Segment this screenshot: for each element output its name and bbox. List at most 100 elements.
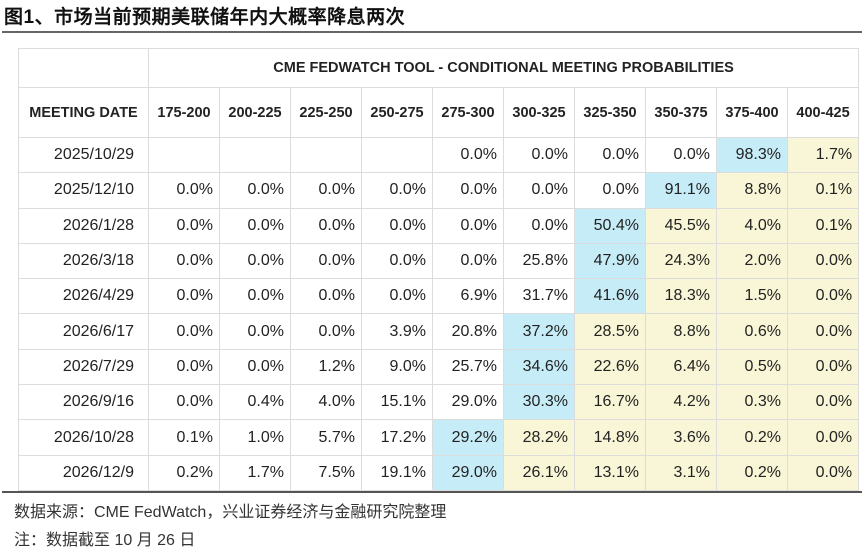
probability-cell: 0.0% bbox=[290, 172, 362, 209]
probability-cell: 0.0% bbox=[361, 278, 433, 315]
meeting-date-cell: 2026/1/28 bbox=[18, 207, 149, 244]
probability-cell: 41.6% bbox=[574, 278, 646, 315]
meeting-date-cell: 2025/12/10 bbox=[18, 172, 149, 209]
probability-cell: 0.2% bbox=[716, 419, 788, 456]
probability-cell: 0.0% bbox=[432, 242, 504, 280]
probability-cell: 0.0% bbox=[219, 278, 291, 315]
probability-cell: 0.0% bbox=[786, 419, 860, 456]
probability-cell: 91.1% bbox=[645, 172, 717, 209]
probability-cell: 0.0% bbox=[148, 313, 220, 350]
rate-column-header: 350-375 bbox=[645, 87, 717, 138]
rate-column-header: 325-350 bbox=[574, 87, 646, 138]
probability-cell: 0.0% bbox=[786, 313, 860, 350]
probability-cell: 18.3% bbox=[645, 278, 717, 315]
top-divider bbox=[2, 31, 862, 33]
meeting-date-cell: 2026/3/18 bbox=[18, 242, 149, 280]
probability-cell: 4.2% bbox=[645, 384, 717, 421]
probability-cell: 4.0% bbox=[290, 384, 362, 421]
probability-cell: 34.6% bbox=[503, 348, 575, 386]
corner-cell bbox=[18, 48, 149, 88]
probability-cell: 8.8% bbox=[645, 313, 717, 350]
probability-cell: 0.0% bbox=[219, 348, 291, 386]
probability-cell: 0.0% bbox=[361, 242, 433, 280]
probability-cell: 20.8% bbox=[432, 313, 504, 350]
probability-cell: 8.8% bbox=[716, 172, 788, 209]
probability-cell: 0.0% bbox=[148, 207, 220, 244]
probability-cell: 0.0% bbox=[786, 384, 860, 421]
table-row: 2026/3/18 0.0% 0.0% 0.0% 0.0% 0.0% 25.8% 47.9% 2… bbox=[18, 242, 860, 280]
probability-cell: 6.9% bbox=[432, 278, 504, 315]
probability-cell: 1.7% bbox=[786, 136, 860, 174]
table-row: 2026/7/29 0.0% 0.0% 1.2% 9.0% 25.7% 34.6% 22.6%… bbox=[18, 348, 860, 386]
meeting-date-cell: 2026/12/9 bbox=[18, 454, 149, 491]
probability-cell: 0.0% bbox=[432, 136, 504, 174]
probability-cell: 0.0% bbox=[290, 313, 362, 350]
probability-cell: 26.1% bbox=[503, 454, 575, 491]
probability-cell: 0.4% bbox=[219, 384, 291, 421]
probabilities-table: CME FEDWATCH TOOL - CONDITIONAL MEETING … bbox=[18, 48, 860, 491]
table-row: 2026/4/29 0.0% 0.0% 0.0% 0.0% 6.9% 31.7% 41.6% 1… bbox=[18, 278, 860, 315]
probability-cell: 0.1% bbox=[786, 207, 860, 244]
probability-cell: 0.0% bbox=[148, 242, 220, 280]
probability-cell: 0.2% bbox=[148, 454, 220, 491]
probability-cell: 0.5% bbox=[716, 348, 788, 386]
rate-column-header: 175-200 bbox=[148, 87, 220, 138]
probability-cell: 0.6% bbox=[716, 313, 788, 350]
probability-cell: 0.0% bbox=[432, 172, 504, 209]
table-caption: CME FEDWATCH TOOL - CONDITIONAL MEETING … bbox=[147, 48, 860, 88]
probability-cell: 0.0% bbox=[290, 278, 362, 315]
probability-cell: 50.4% bbox=[574, 207, 646, 244]
probability-cell: 0.0% bbox=[574, 136, 646, 174]
probability-cell: 3.9% bbox=[361, 313, 433, 350]
rate-column-header: 300-325 bbox=[503, 87, 575, 138]
probability-cell: 0.0% bbox=[361, 207, 433, 244]
rate-column-header: 225-250 bbox=[290, 87, 362, 138]
table-row: 2026/9/16 0.0% 0.4% 4.0% 15.1% 29.0% 30.3% 16.7… bbox=[18, 384, 860, 421]
probability-cell: 0.0% bbox=[503, 207, 575, 244]
probability-cell: 15.1% bbox=[361, 384, 433, 421]
table-row: 2026/6/17 0.0% 0.0% 0.0% 3.9% 20.8% 37.2% 28.5%… bbox=[18, 313, 860, 350]
meeting-date-cell: 2026/9/16 bbox=[18, 384, 149, 421]
probability-cell: 28.2% bbox=[503, 419, 575, 456]
probability-cell: 0.1% bbox=[786, 172, 860, 209]
probability-cell bbox=[361, 136, 433, 174]
probability-cell: 29.0% bbox=[432, 454, 504, 491]
probability-cell: 17.2% bbox=[361, 419, 433, 456]
probability-cell: 0.0% bbox=[219, 242, 291, 280]
probability-cell: 3.1% bbox=[645, 454, 717, 491]
table-row: 2025/12/10 0.0% 0.0% 0.0% 0.0% 0.0% 0.0% 0.0% 91… bbox=[18, 172, 860, 209]
probability-cell: 16.7% bbox=[574, 384, 646, 421]
probability-cell: 30.3% bbox=[503, 384, 575, 421]
probability-cell: 2.0% bbox=[716, 242, 788, 280]
probability-cell: 37.2% bbox=[503, 313, 575, 350]
source-note: 数据来源：CME FedWatch，兴业证券经济与金融研究院整理 bbox=[14, 504, 447, 521]
probability-cell: 29.2% bbox=[432, 419, 504, 456]
meeting-date-cell: 2026/7/29 bbox=[18, 348, 149, 386]
meeting-date-cell: 2026/6/17 bbox=[18, 313, 149, 350]
probability-cell: 25.8% bbox=[503, 242, 575, 280]
probability-cell: 13.1% bbox=[574, 454, 646, 491]
probability-cell: 0.0% bbox=[432, 207, 504, 244]
table-row: 2026/1/28 0.0% 0.0% 0.0% 0.0% 0.0% 0.0% 50.4% 45… bbox=[18, 207, 860, 244]
probability-cell: 19.1% bbox=[361, 454, 433, 491]
probability-cell: 0.2% bbox=[716, 454, 788, 491]
probability-cell: 6.4% bbox=[645, 348, 717, 386]
probability-cell bbox=[290, 136, 362, 174]
probability-cell: 4.0% bbox=[716, 207, 788, 244]
figure-title: 图1、市场当前预期美联储年内大概率降息两次 bbox=[4, 7, 406, 28]
probability-cell: 22.6% bbox=[574, 348, 646, 386]
probability-cell: 0.0% bbox=[219, 313, 291, 350]
probability-cell: 1.5% bbox=[716, 278, 788, 315]
probability-cell: 0.0% bbox=[645, 136, 717, 174]
probability-cell: 0.0% bbox=[361, 172, 433, 209]
table-row: 2026/10/28 0.1% 1.0% 5.7% 17.2% 29.2% 28.2% 14.… bbox=[18, 419, 860, 456]
rate-column-header: 275-300 bbox=[432, 87, 504, 138]
meeting-date-header: MEETING DATE bbox=[18, 87, 149, 138]
probability-cell: 28.5% bbox=[574, 313, 646, 350]
probability-cell: 0.0% bbox=[148, 278, 220, 315]
bottom-divider bbox=[2, 491, 862, 493]
probability-cell: 14.8% bbox=[574, 419, 646, 456]
probability-cell: 0.0% bbox=[574, 172, 646, 209]
rate-column-header: 200-225 bbox=[219, 87, 291, 138]
probability-cell: 0.0% bbox=[148, 348, 220, 386]
